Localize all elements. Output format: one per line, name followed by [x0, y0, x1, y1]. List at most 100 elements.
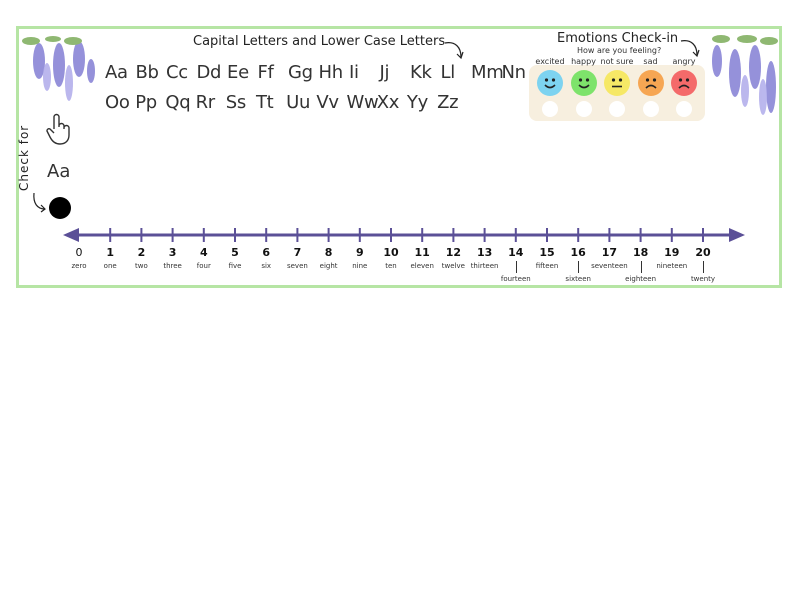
number-line-left-arrow [63, 228, 79, 242]
letter-pair: Jj [379, 62, 390, 83]
curved-arrow-icon [444, 42, 464, 60]
number-line-word: nine [352, 262, 368, 270]
letter-pair: Hh [318, 62, 344, 83]
number-line-word: one [103, 262, 117, 270]
pointing-hand-icon [46, 113, 70, 145]
number-line-word: ten [385, 262, 397, 270]
number-line-number: 17 [601, 246, 618, 259]
number-line-number: 6 [262, 246, 271, 259]
letter-pair: Vv [316, 92, 339, 113]
number-line-number: 19 [664, 246, 680, 259]
number-line-number: 0 [75, 246, 83, 259]
emotion-face-not-sure-icon[interactable] [604, 70, 630, 96]
emotions-question: How are you feeling? [577, 46, 662, 55]
connector-line [578, 261, 580, 273]
emotion-label-angry: angry [672, 57, 696, 66]
letter-pair: Rr [195, 92, 216, 113]
connector-line [640, 261, 642, 273]
emotion-face-happy-icon[interactable] [570, 70, 597, 96]
check-marker-dot [49, 197, 71, 219]
letter-pair: Uu [286, 92, 311, 113]
number-line-number: 12 [445, 246, 462, 259]
emotion-face-excited-icon[interactable] [537, 70, 563, 96]
letter-pair: Ll [440, 62, 456, 83]
letter-pair: Mm [471, 62, 504, 83]
emotion-vote-slot[interactable] [609, 101, 625, 117]
number-line-word: eighteen [625, 275, 657, 283]
number-line-word: eight [319, 262, 338, 270]
emotion-vote-slot[interactable] [642, 101, 659, 117]
number-line-number: 7 [293, 246, 302, 259]
letter-pair: Ss [225, 92, 247, 113]
check-for-sample: Aa [47, 161, 71, 182]
number-line-word: five [228, 262, 242, 270]
number-line-number: 3 [168, 246, 177, 259]
letter-pair: Ee [227, 62, 249, 83]
emotion-label-not-sure: not sure [600, 57, 634, 66]
number-line-word: four [196, 262, 211, 270]
wisteria-flower-right-decoration [712, 35, 778, 115]
emotion-vote-slot[interactable] [542, 101, 558, 117]
number-line-number: 11 [414, 246, 430, 259]
letter-pair: Yy [406, 92, 428, 113]
letter-pair: Aa [105, 62, 128, 83]
letter-pair: Kk [410, 62, 432, 83]
letter-pair: Qq [165, 92, 191, 113]
number-line-word: zero [71, 262, 87, 270]
curved-arrow-icon [33, 192, 46, 213]
check-in-strip: Capital Letters and Lower Case Letters A… [16, 26, 782, 288]
number-line-number: 1 [106, 246, 115, 259]
alphabet-row-2: Oo Pp Qq Rr Ss Tt Uu Vv Ww Xx Yy Zz [105, 92, 467, 113]
letter-pair: Cc [166, 62, 188, 83]
number-line-number: 16 [570, 246, 586, 259]
number-line-word: two [135, 262, 148, 270]
number-line-number: 2 [137, 246, 146, 259]
letters-title: Capital Letters and Lower Case Letters [193, 34, 446, 49]
letter-pair: Gg [288, 62, 313, 83]
number-line-number: 10 [383, 246, 399, 259]
number-line-word: seventeen [591, 262, 628, 270]
emotion-label-happy: happy [571, 57, 596, 66]
number-line-word: twenty [690, 275, 716, 283]
connector-line [515, 261, 517, 273]
number-line-number: 4 [199, 246, 208, 259]
curved-arrow-icon [680, 40, 700, 58]
letter-pair: Ww [346, 92, 379, 113]
number-line-word: thirteen [470, 262, 499, 270]
number-line-number: 13 [476, 246, 493, 259]
number-line-word: fourteen [500, 275, 531, 283]
emotion-label-sad: sad [643, 57, 658, 66]
number-line-word: three [163, 262, 182, 270]
number-line-number: 15 [539, 246, 555, 259]
emotions-title: Emotions Check-in [557, 31, 679, 46]
letter-pair: Xx [376, 92, 400, 113]
emotion-vote-slot[interactable] [676, 101, 692, 117]
emotion-vote-slot[interactable] [575, 101, 592, 117]
number-line-number: 18 [632, 246, 649, 259]
number-line-number: 8 [324, 246, 333, 259]
number-line-word: six [261, 262, 272, 270]
number-line-word: fifteen [535, 262, 559, 270]
letter-pair: Oo [105, 92, 130, 113]
number-line-word: twelve [441, 262, 465, 270]
letter-pair: Zz [437, 92, 459, 113]
number-line-number: 20 [695, 246, 711, 259]
letter-pair: Nn [501, 62, 527, 83]
letter-pair: Ff [257, 62, 274, 83]
number-line-word: sixteen [565, 275, 591, 283]
wisteria-flower-left-decoration [22, 36, 95, 101]
emotion-face-sad-icon[interactable] [637, 70, 664, 96]
alphabet-row-1: Aa Bb Cc Dd Ee Ff Gg Hh Ii Jj Kk Ll Mm Nn [105, 62, 532, 83]
emotion-label-excited: excited [535, 57, 565, 66]
letter-pair: Tt [255, 92, 274, 113]
number-line-number: 9 [355, 246, 364, 259]
letter-pair: Pp [135, 92, 157, 113]
letter-pair: Bb [135, 62, 159, 83]
check-for-label: Check for [17, 124, 31, 191]
emotion-face-angry-icon[interactable] [671, 70, 697, 96]
number-line [63, 228, 745, 242]
number-line-number: 14 [508, 246, 524, 259]
number-line-number: 5 [231, 246, 239, 259]
number-line-right-arrow [729, 228, 745, 242]
number-line-word: seven [286, 262, 308, 270]
